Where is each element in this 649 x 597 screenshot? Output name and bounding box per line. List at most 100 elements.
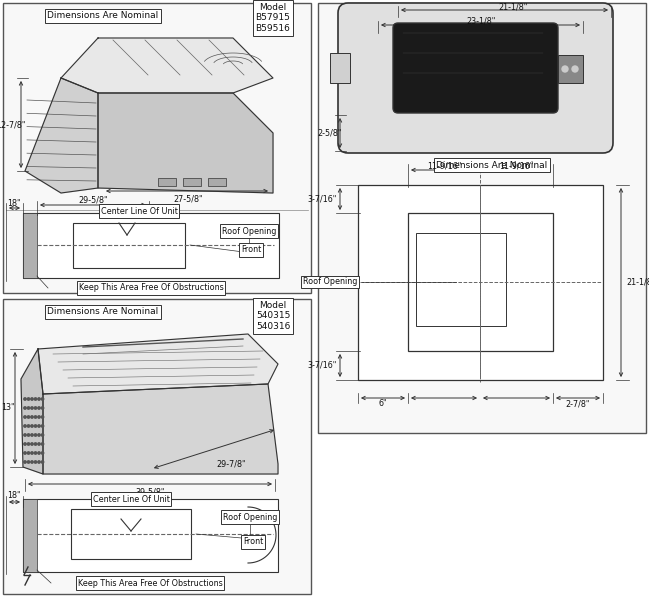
Bar bbox=[23, 499, 278, 572]
Circle shape bbox=[34, 407, 37, 409]
Circle shape bbox=[38, 443, 40, 445]
FancyBboxPatch shape bbox=[393, 23, 558, 113]
Text: 11-9/16": 11-9/16" bbox=[499, 162, 533, 171]
Circle shape bbox=[42, 461, 43, 463]
Text: 18": 18" bbox=[7, 491, 21, 500]
Text: Model
540315
540316: Model 540315 540316 bbox=[256, 301, 290, 331]
Bar bbox=[416, 233, 506, 326]
Circle shape bbox=[31, 425, 33, 427]
Circle shape bbox=[27, 443, 30, 445]
Circle shape bbox=[42, 434, 43, 436]
Circle shape bbox=[42, 452, 43, 454]
Circle shape bbox=[34, 452, 37, 454]
Bar bbox=[208, 178, 226, 186]
Circle shape bbox=[34, 416, 37, 418]
Text: 3-7/16": 3-7/16" bbox=[308, 195, 337, 204]
Circle shape bbox=[34, 461, 37, 463]
Circle shape bbox=[31, 452, 33, 454]
Circle shape bbox=[34, 425, 37, 427]
Bar bbox=[358, 185, 603, 380]
Bar bbox=[318, 3, 646, 433]
FancyBboxPatch shape bbox=[338, 3, 613, 153]
Circle shape bbox=[31, 407, 33, 409]
Text: Model
B57915
B59516: Model B57915 B59516 bbox=[256, 3, 291, 33]
Text: Keep This Area Free Of Obstructions: Keep This Area Free Of Obstructions bbox=[79, 284, 223, 293]
Circle shape bbox=[24, 434, 26, 436]
Bar bbox=[183, 178, 201, 186]
Text: Center Line Of Unit: Center Line Of Unit bbox=[101, 207, 177, 216]
Circle shape bbox=[38, 407, 40, 409]
Circle shape bbox=[24, 452, 26, 454]
Circle shape bbox=[27, 407, 30, 409]
Polygon shape bbox=[21, 349, 43, 474]
Circle shape bbox=[34, 398, 37, 400]
Polygon shape bbox=[25, 78, 98, 193]
Text: 18": 18" bbox=[7, 198, 21, 208]
Text: 6": 6" bbox=[378, 399, 387, 408]
Text: Roof Opening: Roof Opening bbox=[222, 226, 276, 235]
Text: Roof Opening: Roof Opening bbox=[303, 278, 357, 287]
Text: 3-7/16": 3-7/16" bbox=[308, 361, 337, 370]
Bar bbox=[330, 53, 350, 83]
Circle shape bbox=[24, 443, 26, 445]
Circle shape bbox=[31, 461, 33, 463]
Circle shape bbox=[42, 425, 43, 427]
Polygon shape bbox=[61, 38, 273, 93]
Bar bbox=[408, 213, 553, 351]
Text: 21-1/8": 21-1/8" bbox=[498, 2, 528, 11]
Text: 27-5/8": 27-5/8" bbox=[173, 195, 202, 204]
Text: 29-7/8": 29-7/8" bbox=[216, 460, 246, 469]
Text: Center Line Of Unit: Center Line Of Unit bbox=[93, 494, 169, 503]
Polygon shape bbox=[38, 334, 278, 394]
Circle shape bbox=[27, 452, 30, 454]
Text: 23-1/8": 23-1/8" bbox=[467, 17, 496, 26]
Circle shape bbox=[31, 443, 33, 445]
Text: 29-5/8": 29-5/8" bbox=[78, 195, 108, 205]
Circle shape bbox=[31, 416, 33, 418]
Bar bbox=[3, 299, 311, 594]
Circle shape bbox=[27, 416, 30, 418]
Circle shape bbox=[27, 398, 30, 400]
Circle shape bbox=[31, 434, 33, 436]
Circle shape bbox=[42, 443, 43, 445]
Circle shape bbox=[34, 443, 37, 445]
Circle shape bbox=[42, 398, 43, 400]
Text: Dimensions Are Nominal: Dimensions Are Nominal bbox=[47, 11, 158, 20]
Text: Front: Front bbox=[243, 537, 263, 546]
Text: 2-7/8": 2-7/8" bbox=[566, 399, 590, 408]
Circle shape bbox=[24, 416, 26, 418]
Circle shape bbox=[38, 398, 40, 400]
Bar bbox=[71, 509, 191, 559]
Polygon shape bbox=[98, 93, 273, 193]
Text: 11-9/16": 11-9/16" bbox=[427, 162, 461, 171]
Circle shape bbox=[34, 434, 37, 436]
Text: 2-5/8": 2-5/8" bbox=[318, 128, 342, 137]
Text: Front: Front bbox=[241, 245, 261, 254]
Circle shape bbox=[27, 434, 30, 436]
Circle shape bbox=[38, 452, 40, 454]
Text: 39-5/8": 39-5/8" bbox=[135, 488, 165, 497]
Text: 13": 13" bbox=[1, 404, 15, 413]
Circle shape bbox=[42, 416, 43, 418]
Circle shape bbox=[572, 66, 578, 72]
Circle shape bbox=[24, 461, 26, 463]
Bar bbox=[3, 3, 311, 293]
Text: Keep This Area Free Of Obstructions: Keep This Area Free Of Obstructions bbox=[78, 578, 223, 587]
Bar bbox=[158, 178, 176, 186]
Circle shape bbox=[31, 398, 33, 400]
Text: 21-1/8": 21-1/8" bbox=[626, 278, 649, 287]
Circle shape bbox=[38, 434, 40, 436]
Bar bbox=[73, 223, 185, 268]
Circle shape bbox=[38, 416, 40, 418]
Bar bbox=[23, 213, 37, 278]
Bar bbox=[23, 499, 37, 572]
Text: Dimensions Are Nominal: Dimensions Are Nominal bbox=[47, 307, 158, 316]
Circle shape bbox=[24, 425, 26, 427]
Circle shape bbox=[42, 407, 43, 409]
Circle shape bbox=[38, 461, 40, 463]
Circle shape bbox=[38, 425, 40, 427]
Circle shape bbox=[562, 66, 568, 72]
Circle shape bbox=[27, 425, 30, 427]
Circle shape bbox=[27, 461, 30, 463]
Text: Dimensions Are Nominal: Dimensions Are Nominal bbox=[436, 161, 548, 170]
